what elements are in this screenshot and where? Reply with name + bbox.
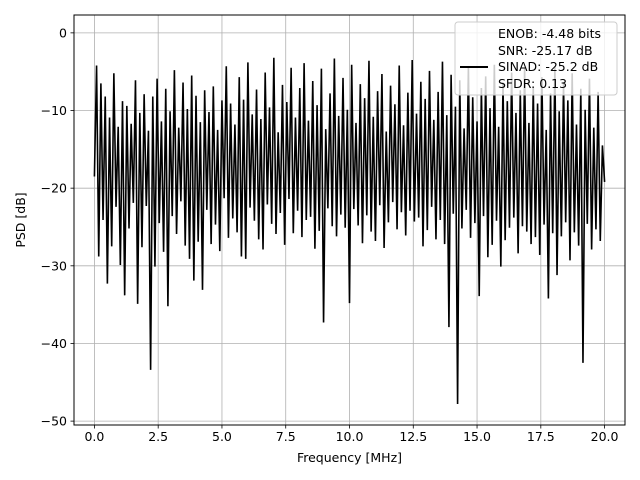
- x-tick-label: 15.0: [463, 429, 491, 444]
- x-tick-label: 7.5: [276, 429, 296, 444]
- x-tick-label: 12.5: [399, 429, 427, 444]
- x-tick-label: 17.5: [527, 429, 555, 444]
- legend-entry-sfdr: SFDR: 0.13: [498, 76, 567, 91]
- legend-entry-snr: SNR: -25.17 dB: [498, 43, 593, 58]
- x-tick-label: 0.0: [84, 429, 104, 444]
- y-tick-label: −30: [41, 258, 67, 273]
- y-tick-label: −50: [41, 414, 67, 429]
- legend-box: [454, 21, 618, 96]
- y-tick-label: 0: [59, 25, 67, 40]
- y-tick-label: −40: [41, 336, 67, 351]
- y-tick-label: −10: [41, 103, 67, 118]
- x-tick-label: 2.5: [148, 429, 168, 444]
- psd-series-line: [93, 57, 606, 405]
- legend: ENOB: -4.48 bits SNR: -25.17 dB SINAD: -…: [454, 21, 618, 96]
- tick-layer: 0.0 2.5 5.0 7.5 10.0 12.5 15.0 17.5 20.0 0 −10 −20 −…: [41, 25, 619, 444]
- x-tick-label: 20.0: [591, 429, 619, 444]
- y-axis-label: PSD [dB]: [13, 192, 28, 247]
- x-tick-label: 5.0: [212, 429, 232, 444]
- legend-entry-enob: ENOB: -4.48 bits: [498, 26, 601, 41]
- legend-entry-sinad: SINAD: -25.2 dB: [498, 59, 598, 74]
- x-tick-label: 10.0: [336, 429, 364, 444]
- x-axis-label: Frequency [MHz]: [297, 450, 402, 465]
- y-tick-label: −20: [41, 181, 67, 196]
- series-layer: [93, 57, 606, 405]
